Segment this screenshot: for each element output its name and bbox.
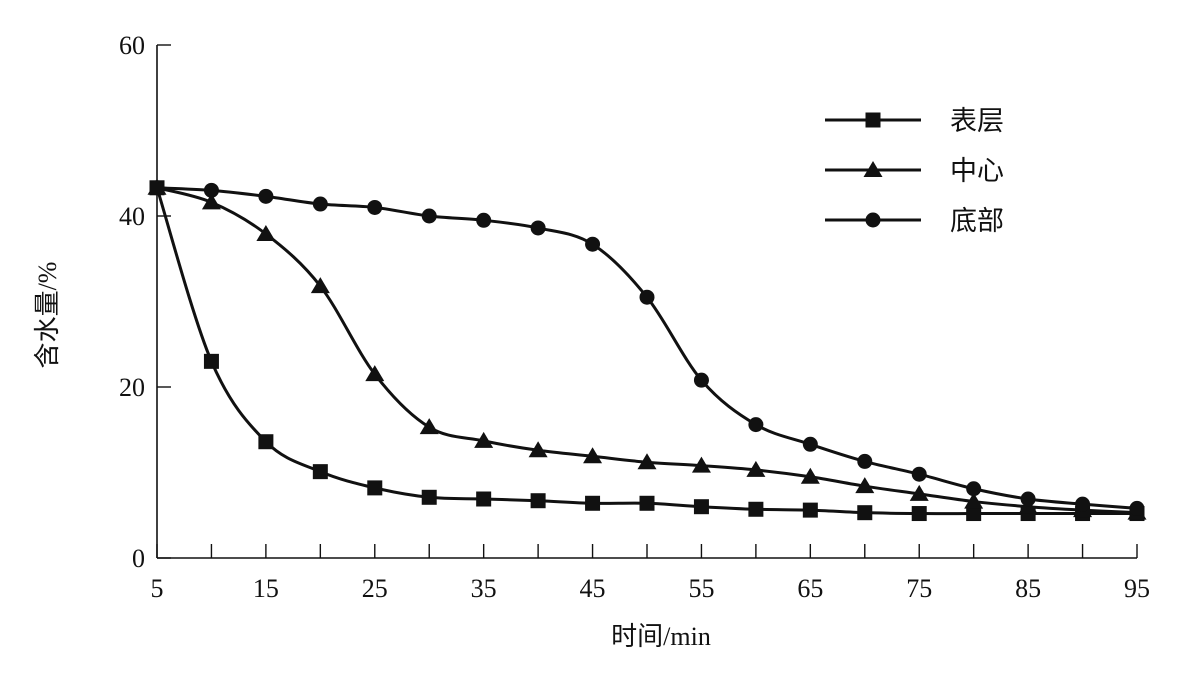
data-point-circle-marker-icon xyxy=(639,289,655,305)
x-tick-label: 55 xyxy=(688,574,714,603)
x-tick-label: 5 xyxy=(151,574,164,603)
legend-label: 底部 xyxy=(950,206,1004,236)
data-point-triangle-marker-icon xyxy=(909,484,929,501)
data-point-circle-marker-icon xyxy=(149,180,165,196)
x-axis-title: 时间/min xyxy=(611,622,711,651)
data-point-circle-marker-icon xyxy=(693,372,709,388)
data-point-triangle-marker-icon xyxy=(419,418,439,435)
data-point-triangle-marker-icon xyxy=(855,477,875,494)
data-point-square-marker-icon xyxy=(911,506,927,522)
legend-item: 底部 xyxy=(825,206,1004,236)
data-point-circle-marker-icon xyxy=(258,188,274,204)
x-tick-label: 75 xyxy=(906,574,932,603)
data-point-circle-marker-icon xyxy=(530,220,546,236)
data-point-square-marker-icon xyxy=(203,353,219,369)
data-point-triangle-marker-icon xyxy=(746,460,766,477)
data-point-square-marker-icon xyxy=(312,464,328,480)
legend-item: 中心 xyxy=(825,156,1004,186)
data-point-circle-marker-icon xyxy=(421,208,437,224)
x-tick-label: 95 xyxy=(1124,574,1150,603)
data-point-circle-marker-icon xyxy=(1075,496,1091,512)
series-square xyxy=(149,180,1145,522)
data-point-circle-marker-icon xyxy=(367,199,383,215)
data-point-triangle-marker-icon xyxy=(474,431,494,448)
legend-triangle-marker-icon xyxy=(863,161,883,177)
data-point-square-marker-icon xyxy=(367,480,383,496)
data-point-circle-marker-icon xyxy=(911,466,927,482)
y-tick-label: 60 xyxy=(119,31,145,60)
data-point-triangle-marker-icon xyxy=(365,365,385,382)
data-point-triangle-marker-icon xyxy=(201,193,221,210)
y-axis-title: 含水量/% xyxy=(33,262,62,369)
data-point-square-marker-icon xyxy=(966,506,982,522)
legend-label: 表层 xyxy=(950,106,1004,136)
x-tick-label: 45 xyxy=(580,574,606,603)
data-point-triangle-marker-icon xyxy=(528,441,548,458)
legend-circle-marker-icon xyxy=(865,212,881,228)
data-point-circle-marker-icon xyxy=(1129,500,1145,516)
data-point-triangle-marker-icon xyxy=(637,453,657,470)
legend-label: 中心 xyxy=(950,156,1004,186)
data-point-triangle-marker-icon xyxy=(583,447,603,464)
plot-area xyxy=(147,178,1147,522)
data-point-square-marker-icon xyxy=(476,491,492,507)
data-point-square-marker-icon xyxy=(258,434,274,450)
data-point-square-marker-icon xyxy=(530,493,546,509)
data-point-triangle-marker-icon xyxy=(964,492,984,509)
data-point-triangle-marker-icon xyxy=(256,224,276,241)
data-point-square-marker-icon xyxy=(585,495,601,511)
data-point-square-marker-icon xyxy=(802,502,818,518)
data-point-circle-marker-icon xyxy=(203,182,219,198)
y-tick-label: 40 xyxy=(119,202,145,231)
x-tick-label: 25 xyxy=(362,574,388,603)
x-tick-label: 85 xyxy=(1015,574,1041,603)
legend-item: 表层 xyxy=(825,106,1004,136)
data-point-circle-marker-icon xyxy=(1020,491,1036,507)
data-point-triangle-marker-icon xyxy=(310,277,330,294)
data-point-square-marker-icon xyxy=(857,505,873,521)
legend-square-marker-icon xyxy=(865,112,881,128)
axes: 5 15 25 35 45 55 65 75 85 95 0 20 40 60 xyxy=(119,31,1150,603)
series-circle xyxy=(149,180,1145,516)
y-tick-label: 20 xyxy=(119,373,145,402)
data-point-square-marker-icon xyxy=(639,495,655,511)
data-point-square-marker-icon xyxy=(693,499,709,515)
data-point-circle-marker-icon xyxy=(748,417,764,433)
x-tick-label: 65 xyxy=(797,574,823,603)
data-point-circle-marker-icon xyxy=(857,453,873,469)
data-point-circle-marker-icon xyxy=(312,196,328,212)
data-point-triangle-marker-icon xyxy=(691,456,711,473)
data-point-circle-marker-icon xyxy=(585,236,601,252)
data-point-circle-marker-icon xyxy=(476,212,492,228)
data-point-triangle-marker-icon xyxy=(800,467,820,484)
data-point-circle-marker-icon xyxy=(966,481,982,497)
data-point-square-marker-icon xyxy=(748,501,764,517)
data-point-square-marker-icon xyxy=(421,489,437,505)
data-point-circle-marker-icon xyxy=(802,436,818,452)
y-tick-label: 0 xyxy=(132,544,145,573)
x-tick-label: 15 xyxy=(253,574,279,603)
x-tick-label: 35 xyxy=(471,574,497,603)
